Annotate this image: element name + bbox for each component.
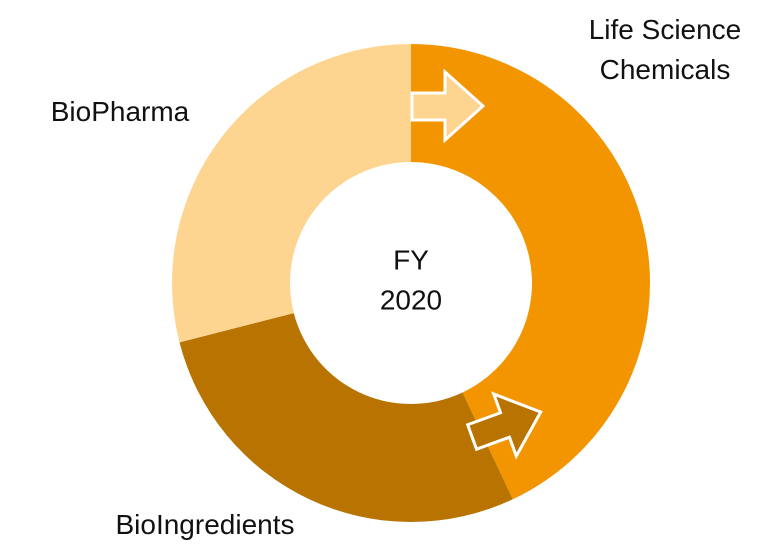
arrow: [410, 68, 486, 144]
center-text: FY: [393, 244, 429, 275]
slice-label: Life Science Chemicals: [588, 14, 742, 85]
arrows: [410, 68, 543, 460]
slice-label: BioIngredients: [115, 509, 295, 540]
center-text: 2020: [380, 284, 442, 315]
slices: [171, 44, 650, 522]
donut-slice: [171, 44, 411, 343]
arrow: [465, 391, 543, 460]
donut-slice: [411, 44, 650, 500]
donut-slice: [179, 313, 513, 522]
slice-label: BioPharma: [50, 96, 190, 127]
